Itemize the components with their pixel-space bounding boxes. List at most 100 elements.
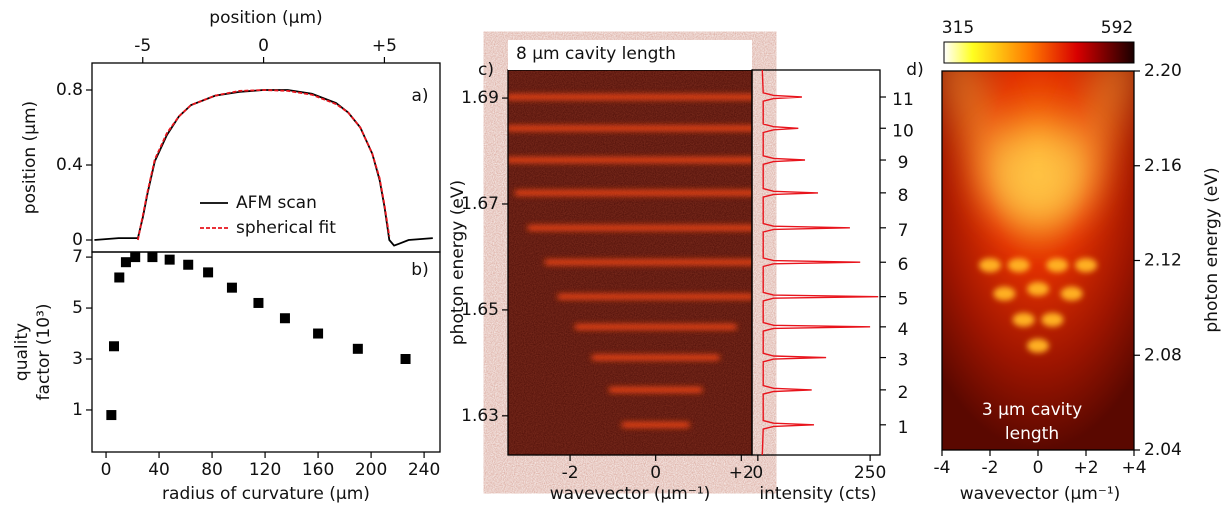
y-tick-label: 3: [72, 349, 83, 369]
modes: [508, 94, 752, 428]
x-tick-label: -2: [982, 458, 999, 478]
y-tick-label: 0.4: [56, 155, 83, 175]
y-axis-label: factor (10³): [34, 304, 54, 401]
panel-label: c): [478, 60, 494, 80]
point: [108, 341, 119, 352]
y-tick-label: 1.65: [461, 300, 499, 320]
y-tick-label: 1.63: [461, 406, 499, 426]
y-tick-label: 2.04: [1144, 440, 1182, 460]
y-tick-label: 2.20: [1144, 61, 1182, 81]
mode-label: 1: [898, 418, 909, 438]
panel-title: 8 µm cavity length: [516, 44, 676, 64]
panel-label: a): [411, 86, 428, 106]
point: [114, 272, 125, 283]
panel-label: d): [906, 60, 923, 80]
x-tick-label: 0: [752, 463, 763, 483]
y-tick-label: 1: [72, 400, 83, 420]
heatmap-glow: [983, 126, 1093, 226]
mode-emission: [591, 355, 720, 361]
mode-emission: [557, 294, 752, 300]
point: [164, 254, 175, 265]
x-tick-label: -2: [562, 463, 579, 483]
panel-label: b): [411, 260, 428, 280]
point: [147, 252, 158, 263]
mode-emission: [574, 324, 738, 330]
x-axis-label: intensity (cts): [759, 484, 876, 504]
x-tick-label: 0: [101, 460, 112, 480]
y-tick-label: 0: [72, 230, 83, 250]
point: [352, 343, 363, 354]
x-tick-label: 120: [249, 460, 281, 480]
x-axis-label: position (µm): [209, 8, 322, 28]
x-tick-label: 80: [201, 460, 223, 480]
mode-spot: [993, 286, 1016, 301]
plots: -5 0 +5 0 0.4 0.8 position (µm) position (µm) a)…: [12, 8, 1222, 504]
mode-label: 2: [898, 383, 909, 403]
point: [279, 313, 290, 324]
x-tick-label: 0: [650, 463, 661, 483]
mode-label: 6: [898, 255, 909, 275]
mode-spot: [979, 258, 1001, 273]
point: [120, 257, 131, 268]
mode-emission: [508, 94, 752, 100]
x-tick-label: 160: [302, 460, 334, 480]
y-axis-label: photon energy (eV): [1202, 167, 1222, 332]
point: [400, 354, 411, 365]
legend-label: spherical fit: [236, 218, 336, 238]
y-tick-label: 2.12: [1144, 251, 1182, 271]
x-tick-label: +2: [1073, 458, 1098, 478]
x-tick-label: 0: [1033, 458, 1044, 478]
mode-spot: [1007, 258, 1030, 273]
y-tick-label: 1.69: [461, 88, 499, 108]
legend-label: AFM scan: [236, 193, 317, 213]
colorbar-label: 315: [942, 18, 974, 38]
mode-label: 5: [898, 290, 909, 310]
series-line: [137, 89, 391, 241]
mode-emission: [514, 190, 752, 196]
point: [183, 259, 194, 270]
x-tick-label: -5: [134, 36, 151, 56]
mode-label: 3: [898, 351, 909, 371]
colorbar-label: 592: [1101, 18, 1133, 38]
mode-emission: [608, 387, 703, 393]
x-tick-label: 250: [854, 463, 886, 483]
point: [106, 410, 117, 421]
x-tick-label: -4: [934, 458, 951, 478]
mode-spot: [1027, 281, 1049, 296]
point: [313, 328, 324, 339]
mode-label: 11: [892, 90, 914, 110]
y-tick-label: 7: [72, 247, 83, 267]
mode-emission: [527, 225, 752, 231]
heatmap: [942, 71, 1134, 450]
y-axis-label: photon energy (eV): [448, 180, 468, 345]
x-tick-label: +5: [372, 36, 397, 56]
mode-emission: [544, 259, 752, 265]
point: [130, 252, 141, 263]
mode-spot: [1012, 312, 1035, 327]
mode-label: 10: [892, 121, 914, 141]
y-tick-label: 1.67: [461, 194, 499, 214]
x-tick-label: +4: [1121, 458, 1146, 478]
y-axis-label: position (µm): [20, 101, 40, 214]
panel-caption: length: [1005, 424, 1059, 444]
y-tick-label: 0.8: [56, 80, 83, 100]
mode-spot: [1060, 286, 1083, 301]
x-axis-label: wavevector (µm⁻¹): [960, 484, 1121, 504]
panel-caption: 3 µm cavity: [982, 400, 1082, 420]
y-axis-label: quality: [12, 323, 32, 381]
title-box: [508, 40, 752, 70]
colorbar: [943, 41, 1135, 64]
mode-spot: [1041, 312, 1064, 327]
mode-emission: [508, 125, 752, 131]
spectrum-line: [761, 69, 879, 456]
mode-emission: [508, 157, 752, 163]
point: [226, 282, 237, 293]
mode-label: 7: [898, 221, 909, 241]
y-tick-label: 2.08: [1144, 345, 1182, 365]
x-axis-label: radius of curvature (µm): [162, 484, 370, 504]
mode-spot: [1075, 258, 1097, 273]
mode-emission: [621, 422, 690, 428]
x-tick-label: 0: [258, 36, 269, 56]
mode-label: 8: [898, 186, 909, 206]
